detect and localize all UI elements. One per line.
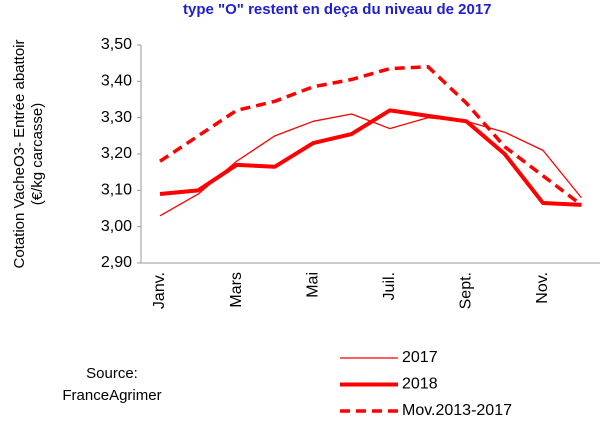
- x-tick-label: Sept.: [458, 272, 475, 309]
- chart-title: type "O" restent en deça du niveau de 20…: [183, 1, 492, 18]
- source: FranceAgrimer: [62, 387, 161, 404]
- x-tick-label: Mai: [304, 272, 321, 298]
- y-tick-label: 3,20: [101, 145, 132, 162]
- legend-label: 2017: [402, 349, 438, 366]
- y-tick-label: 3,10: [101, 182, 132, 199]
- y-tick-label: 3,50: [101, 36, 132, 53]
- legend-label: 2018: [402, 376, 438, 393]
- series-line: [159, 65, 583, 207]
- x-tick-label: Juil.: [381, 272, 398, 300]
- legend-label: Mov.2013-2017: [402, 402, 512, 419]
- y-axis-label: (€/kg carcasse): [29, 103, 46, 206]
- y-tick-label: 2,90: [101, 254, 132, 271]
- x-tick-label: Janv.: [151, 272, 168, 309]
- source: Source:: [86, 365, 138, 382]
- series-line: [159, 108, 582, 207]
- y-tick-label: 3,00: [101, 218, 132, 235]
- x-tick-label: Nov.: [534, 272, 551, 304]
- x-tick-label: Mars: [228, 272, 245, 308]
- y-tick-label: 3,30: [101, 109, 132, 126]
- y-tick-label: 3,40: [101, 73, 132, 90]
- series-line: [159, 113, 582, 217]
- y-axis-label: Cotation VacheO3- Entrée abattoir: [11, 39, 28, 268]
